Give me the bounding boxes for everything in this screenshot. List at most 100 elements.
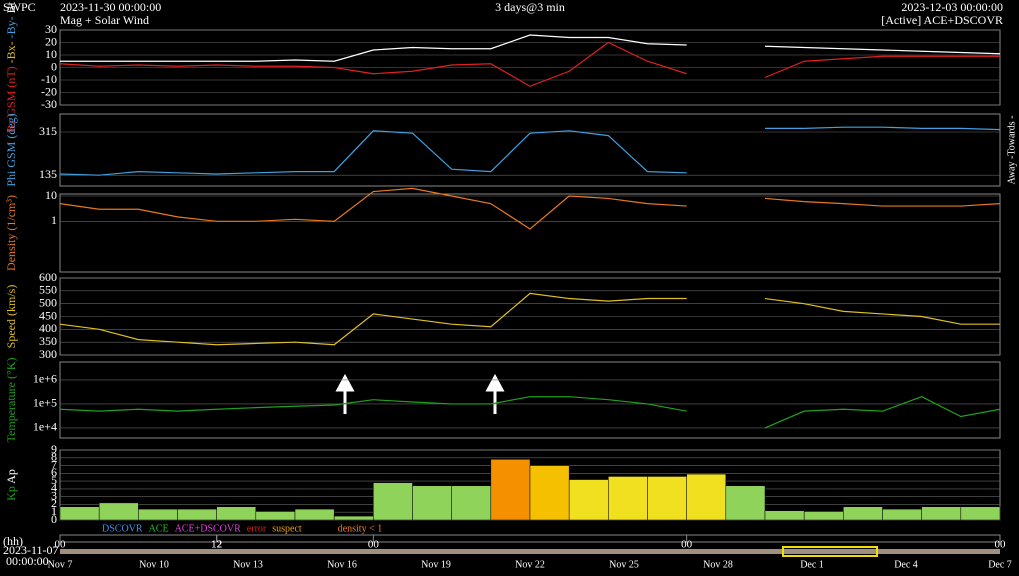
y-tick-label: 7 <box>51 457 57 471</box>
y-tick-label: 1 <box>51 504 57 518</box>
legend-entry: ACE+DSCOVR <box>175 523 242 534</box>
y-tick-label: 4 <box>51 481 57 495</box>
y-tick-label: 0 <box>51 59 57 73</box>
archive-label: Nov 22 <box>515 559 545 570</box>
y-tick-label: 600 <box>39 270 57 284</box>
y-tick-label: 5 <box>51 473 57 487</box>
kp-bar <box>138 508 178 521</box>
y-tick-label: 315 <box>39 124 57 138</box>
x-tick-label: 12 <box>211 539 222 551</box>
kp-bar <box>59 506 100 521</box>
series-line <box>764 197 1001 207</box>
x-tick-label: 00 <box>681 539 693 551</box>
kp-bar <box>529 465 570 521</box>
archive-label: Dec 4 <box>894 559 918 570</box>
kp-bar <box>803 511 844 521</box>
y-tick-label: 30 <box>45 22 57 36</box>
series-line <box>764 45 1001 55</box>
y-axis-label: Temperature (°K) <box>4 358 18 443</box>
y-tick-label: 1e+4 <box>33 420 57 434</box>
y-tick-label: 9 <box>51 442 57 456</box>
archive-label: Dec 1 <box>800 559 824 570</box>
org: SWPC <box>3 0 36 14</box>
archive-selection[interactable] <box>782 546 878 557</box>
legend-entry: suspect <box>272 523 302 534</box>
x-tick-label: 00 <box>995 539 1007 551</box>
panel <box>59 113 1001 187</box>
span: 3 days@3 min <box>495 0 565 14</box>
y-tick-label: 450 <box>39 308 57 322</box>
kp-bar <box>98 502 139 521</box>
arrows <box>335 373 505 414</box>
series-line <box>59 41 687 87</box>
x-tick-label: 00 <box>368 539 380 551</box>
y-tick-label: 500 <box>39 295 57 309</box>
kp-bar <box>373 482 413 521</box>
series-line <box>59 187 687 230</box>
kp-bar <box>216 506 257 521</box>
y-tick-label: 6 <box>51 465 57 479</box>
series-line <box>59 130 687 176</box>
archive-time: 00:00:00 <box>6 554 49 568</box>
source: [Active] ACE+DSCOVR <box>881 13 1003 27</box>
legend-entry: DSCOVR <box>102 523 143 534</box>
y-tick-label: 400 <box>39 321 57 335</box>
kp-bar <box>608 476 648 521</box>
legend-entry: density < 1 <box>338 523 383 534</box>
y-axis-label: Bz GSM (nT) -Bx- -By- Bt <box>4 1 18 133</box>
y-tick-label: 1 <box>51 213 57 227</box>
y-tick-label: 300 <box>39 347 57 361</box>
legend-entry: ACE <box>149 523 169 534</box>
y-tick-label: 550 <box>39 283 57 297</box>
kp-bar <box>177 508 217 521</box>
y-tick-label: 135 <box>39 167 57 181</box>
y-label-part: Kp <box>4 486 18 501</box>
end-time: 2023-12-03 00:00:00 <box>901 0 1003 14</box>
y-axis-label: Speed (km/s) <box>4 285 18 349</box>
archive-label: Nov 7 <box>48 559 73 570</box>
archive-label: Nov 28 <box>703 559 733 570</box>
y-axis-label: Density (1/cm³) <box>4 195 18 271</box>
kp-bar <box>294 508 335 521</box>
kp-bar <box>490 459 531 521</box>
panel <box>59 193 1001 273</box>
y-label-part: Ap <box>4 469 18 486</box>
kp-bar <box>686 473 727 521</box>
kp-bar <box>725 485 766 521</box>
y-tick-label: -10 <box>41 72 57 86</box>
subtitle: Mag + Solar Wind <box>60 13 149 27</box>
kp-bar <box>647 476 687 521</box>
series-line <box>59 396 687 412</box>
y-tick-label: 350 <box>39 334 57 348</box>
kp-bar <box>333 515 374 521</box>
kp-bar <box>843 506 883 521</box>
y-tick-label: 0 <box>51 512 57 526</box>
y-tick-label: -20 <box>41 84 57 98</box>
y-label-part: -Bx- <box>4 41 18 66</box>
archive-label: Nov 10 <box>139 559 169 570</box>
series-line <box>764 396 1001 429</box>
start-time: 2023-11-30 00:00:00 <box>60 0 161 14</box>
archive-date: 2023-11-07 <box>3 543 59 557</box>
y-tick-label: 20 <box>45 34 57 48</box>
y-tick-label: 8 <box>51 450 57 464</box>
series-line <box>60 34 687 62</box>
archive-label: Nov 25 <box>609 559 639 570</box>
series-line <box>764 55 1000 79</box>
archive-bar <box>60 549 1000 554</box>
kp-bar <box>764 510 805 521</box>
kp-bar <box>412 485 452 521</box>
archive-label: Dec 7 <box>988 559 1012 570</box>
y-label-part: Bz GSM (nT) <box>4 66 18 133</box>
y-tick-label: 3 <box>51 488 57 502</box>
series-line <box>765 126 1001 131</box>
y-label-part: Bt <box>4 1 18 16</box>
kp-bar <box>568 479 609 521</box>
y-tick-label: 1e+6 <box>33 372 57 386</box>
archive-label: Nov 19 <box>421 559 451 570</box>
kp-bar <box>451 485 492 521</box>
y-axis-label: Kp Ap <box>4 469 18 501</box>
series-line <box>59 292 687 346</box>
hh-label: (hh) <box>3 534 23 548</box>
